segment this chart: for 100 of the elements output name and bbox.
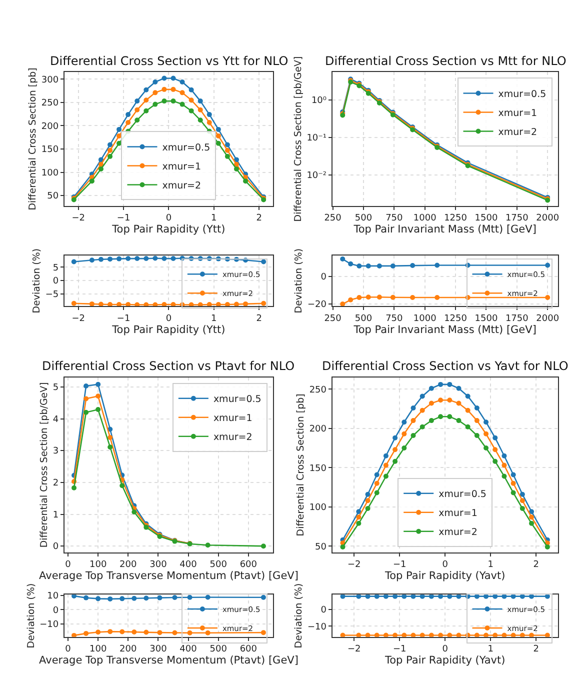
y-tick-label: 50 xyxy=(315,542,327,552)
point xyxy=(170,98,176,104)
point xyxy=(365,498,370,504)
point xyxy=(438,398,444,403)
point xyxy=(234,302,239,306)
x-tick-label: 0 xyxy=(442,560,448,570)
point xyxy=(134,256,140,262)
legend-label: xmur=1 xyxy=(213,413,252,424)
y-axis-title: Deviation (%) xyxy=(26,583,37,648)
point xyxy=(126,112,131,118)
point xyxy=(420,394,425,399)
point xyxy=(510,490,516,496)
point xyxy=(170,302,176,306)
y-axis-title: Deviation (%) xyxy=(31,248,42,314)
point xyxy=(434,262,440,268)
x-tick-label: 1000 xyxy=(413,314,437,324)
y-axis-title: Differential Cross Section [pb/GeV] xyxy=(39,382,50,548)
point xyxy=(72,594,77,598)
x-tick-label: −2 xyxy=(347,560,361,570)
y-axis-title: Deviation (%) xyxy=(294,248,305,314)
x-tick-label: 200 xyxy=(120,560,138,570)
y-tick-label: 0 xyxy=(52,606,59,616)
x-tick-label: 0 xyxy=(166,314,172,324)
point xyxy=(132,630,137,635)
point xyxy=(502,453,507,458)
point xyxy=(260,630,266,636)
point xyxy=(98,302,104,306)
point xyxy=(402,420,407,425)
point xyxy=(224,302,230,306)
x-tick-label: 1 xyxy=(488,560,494,570)
legend-label: xmur=2 xyxy=(498,126,538,138)
point xyxy=(144,302,149,306)
point xyxy=(383,453,388,458)
point xyxy=(84,396,89,402)
x-tick-label: 0 xyxy=(442,644,448,655)
point xyxy=(188,98,194,103)
point xyxy=(365,506,370,511)
point xyxy=(356,263,362,268)
point xyxy=(162,76,167,81)
point xyxy=(484,446,489,451)
point xyxy=(390,263,396,268)
point xyxy=(366,294,371,300)
point xyxy=(261,259,266,264)
x-tick-label: 1500 xyxy=(474,314,498,324)
point xyxy=(392,435,398,440)
point xyxy=(456,400,462,406)
y-tick-label: 0 xyxy=(320,272,327,282)
point xyxy=(162,256,167,262)
point xyxy=(529,520,534,526)
point xyxy=(410,418,416,424)
point xyxy=(71,300,76,306)
point xyxy=(84,383,89,388)
x-tick-label: −2 xyxy=(347,644,361,655)
point xyxy=(520,506,525,511)
point xyxy=(520,498,525,504)
point xyxy=(72,632,77,637)
x-axis-title: Average Top Transverse Momentum (Ptavt) [GeV] xyxy=(39,570,298,582)
x-tick-label: 2000 xyxy=(536,214,560,224)
point xyxy=(410,295,416,300)
legend-label: xmur=2 xyxy=(162,180,202,192)
point xyxy=(420,424,425,430)
y-axis-title: Differential Cross Section [pb/GeV] xyxy=(292,56,304,222)
point xyxy=(188,108,194,114)
point xyxy=(374,490,380,496)
point xyxy=(447,382,452,387)
x-tick-label: 400 xyxy=(180,644,198,655)
point xyxy=(170,86,176,92)
y-tick-label: 2 xyxy=(52,478,59,489)
point xyxy=(340,256,346,262)
point xyxy=(198,302,203,306)
point xyxy=(410,263,416,268)
x-tick-label: 750 xyxy=(386,214,404,224)
point xyxy=(376,263,382,268)
x-tick-label: 600 xyxy=(240,560,258,570)
point xyxy=(180,79,185,84)
y-tick-label: 50 xyxy=(47,192,59,202)
point xyxy=(465,424,470,430)
point xyxy=(529,509,534,514)
point xyxy=(216,126,221,132)
y-axis-title: Differential Cross Section [pb] xyxy=(295,394,306,536)
point xyxy=(474,418,480,424)
point xyxy=(180,102,185,107)
y-tick-label: 150 xyxy=(41,145,59,156)
x-tick-label: 500 xyxy=(210,560,228,570)
x-tick-label: 1 xyxy=(211,314,217,324)
point xyxy=(484,420,489,425)
y-tick-label: 10 xyxy=(47,592,59,602)
point xyxy=(243,178,248,184)
y-tick-label: 200 xyxy=(309,424,327,435)
x-tick-label: −1 xyxy=(392,644,406,655)
point xyxy=(510,480,516,486)
point xyxy=(180,90,185,96)
point xyxy=(502,474,507,479)
point xyxy=(374,480,380,486)
point xyxy=(89,178,94,184)
x-tick-label: 100 xyxy=(89,644,107,655)
point xyxy=(108,148,113,153)
point xyxy=(152,90,158,96)
x-tick-label: 500 xyxy=(354,214,372,224)
point xyxy=(96,630,101,635)
